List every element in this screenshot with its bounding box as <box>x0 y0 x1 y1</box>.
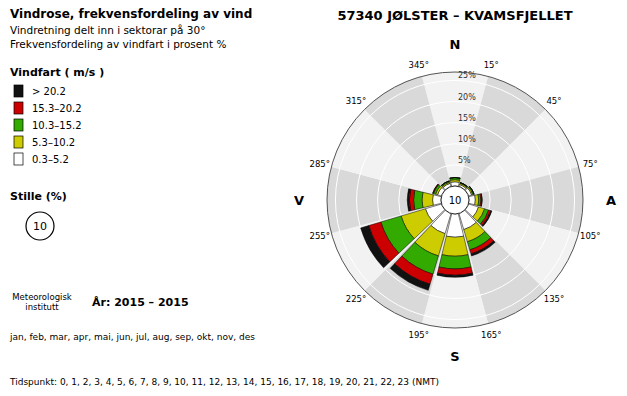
radial-tick-label: 20% <box>458 93 476 102</box>
radial-tick-label: 10% <box>458 135 476 144</box>
grid-circle <box>378 123 533 278</box>
legend-label: 5.3–10.2 <box>32 137 75 148</box>
bar-segment <box>414 190 423 209</box>
radial-axis: 5% 10% 15% 20% 25% <box>458 71 476 164</box>
bar-segment <box>433 185 440 195</box>
grid-circle <box>399 144 511 256</box>
chart: Vindrose, frekvensfordeling av vind Vindr… <box>0 0 627 396</box>
calm-badge <box>26 212 54 240</box>
radial-tick-label: 5% <box>458 156 471 165</box>
angular-tick-label: 195° <box>409 330 429 340</box>
bar-segment <box>433 184 438 193</box>
legend-label: 0.3–5.2 <box>32 154 69 165</box>
bar-segment <box>469 195 476 204</box>
footer: År: 2015 – 2015 <box>92 296 189 309</box>
bar-segment <box>433 184 439 194</box>
footer: Tidspunkt: 0, 1, 2, 3, 4, 5, 6, 7, 8, 9,… <box>9 377 439 387</box>
legend-swatch <box>14 136 23 148</box>
bar-segment <box>437 273 473 277</box>
bars <box>361 178 496 291</box>
bar-segment <box>407 189 410 211</box>
bar-segment <box>450 177 460 179</box>
bar-segment <box>469 186 475 194</box>
bar-segment <box>422 192 433 207</box>
angular-tick-label: 255° <box>310 231 330 241</box>
angular-tick-label: 345° <box>409 60 429 70</box>
subtitle: Vindretning delt inn i sektorar på 30° <box>10 24 205 36</box>
background <box>327 72 583 328</box>
grid-circle <box>335 80 574 319</box>
bar-segment <box>361 226 390 268</box>
bar-segment <box>441 181 449 186</box>
bar-segment <box>460 183 468 188</box>
plot-area <box>335 80 574 319</box>
cardinal: V <box>294 193 304 208</box>
angular-tick-label: 105° <box>580 231 600 241</box>
bar-segment <box>460 183 467 187</box>
source: institutt <box>25 302 59 312</box>
radial-tick-label: 15% <box>458 114 476 123</box>
angular-tick-label: 285° <box>310 159 330 169</box>
bar-segment <box>450 177 460 179</box>
legend-label: 15.3–20.2 <box>32 103 82 114</box>
radial-domain <box>327 72 583 328</box>
bar-segment <box>442 236 468 256</box>
legend-label: > 20.2 <box>32 86 66 97</box>
bar-segment <box>469 186 474 194</box>
cardinal: N <box>450 37 461 52</box>
bar-segment <box>450 178 460 181</box>
legend-swatch <box>14 102 23 114</box>
bar-segment <box>475 194 479 205</box>
angular-tick-label: 225° <box>346 294 366 304</box>
calm-label: Stille (%) <box>10 190 67 203</box>
rose: 10 5% 10% 15% 20% 25% 345° 15° 45° 75° 105° 135° 165… <box>294 37 616 364</box>
legend-swatch <box>14 153 23 165</box>
bar-segment <box>469 186 474 194</box>
calm-centre <box>441 186 469 214</box>
bar-segment <box>390 264 430 291</box>
legend-swatch <box>14 119 23 131</box>
title: 57340 JØLSTER – KVAMSFJELLET <box>337 8 572 23</box>
angular-tick-label: 165° <box>481 330 501 340</box>
bar-segment <box>433 195 442 205</box>
angular-tick-label: 15° <box>484 60 499 70</box>
subtitle: Vindrose, frekvensfordeling av vind <box>10 7 252 21</box>
angular-axis: 345° 15° 45° 75° 105° 135° 165° 195° 225° 255° 285… <box>310 60 601 340</box>
grid-circle <box>357 102 554 299</box>
bar-segment <box>441 181 449 187</box>
calm-centre-value: 10 <box>449 195 462 206</box>
legend-swatch <box>14 85 23 97</box>
cardinal: A <box>606 193 616 208</box>
angular-tick-label: 315° <box>346 96 366 106</box>
radial-tick-label: 25% <box>458 71 476 80</box>
bar-segment <box>480 194 482 207</box>
bar-segment <box>439 255 471 269</box>
bar-segment <box>460 183 467 187</box>
bar-segment <box>482 211 492 227</box>
angular-tick-label: 75° <box>583 159 598 169</box>
footer: jan, feb, mar, apr, mai, jun, jul, aug, … <box>9 332 255 342</box>
bar-segment <box>471 241 495 256</box>
subtitle: Frekvensfordeling av vindfart i prosent … <box>10 38 226 50</box>
legend-title: Vindfart ( m/s ) <box>10 66 104 79</box>
angular-tick-label: 135° <box>544 294 564 304</box>
legend: > 20.2 15.3–20.2 10.3–15.2 5.3–10.2 0.3–5.2 <box>14 85 82 165</box>
legend-label: 10.3–15.2 <box>32 120 82 131</box>
cardinal: S <box>450 349 459 364</box>
calm-value: 10 <box>33 220 47 233</box>
bar-segment <box>481 194 483 207</box>
bar-segment <box>441 181 449 186</box>
source: Meteorologisk <box>12 292 72 302</box>
angular-tick-label: 45° <box>546 96 561 106</box>
